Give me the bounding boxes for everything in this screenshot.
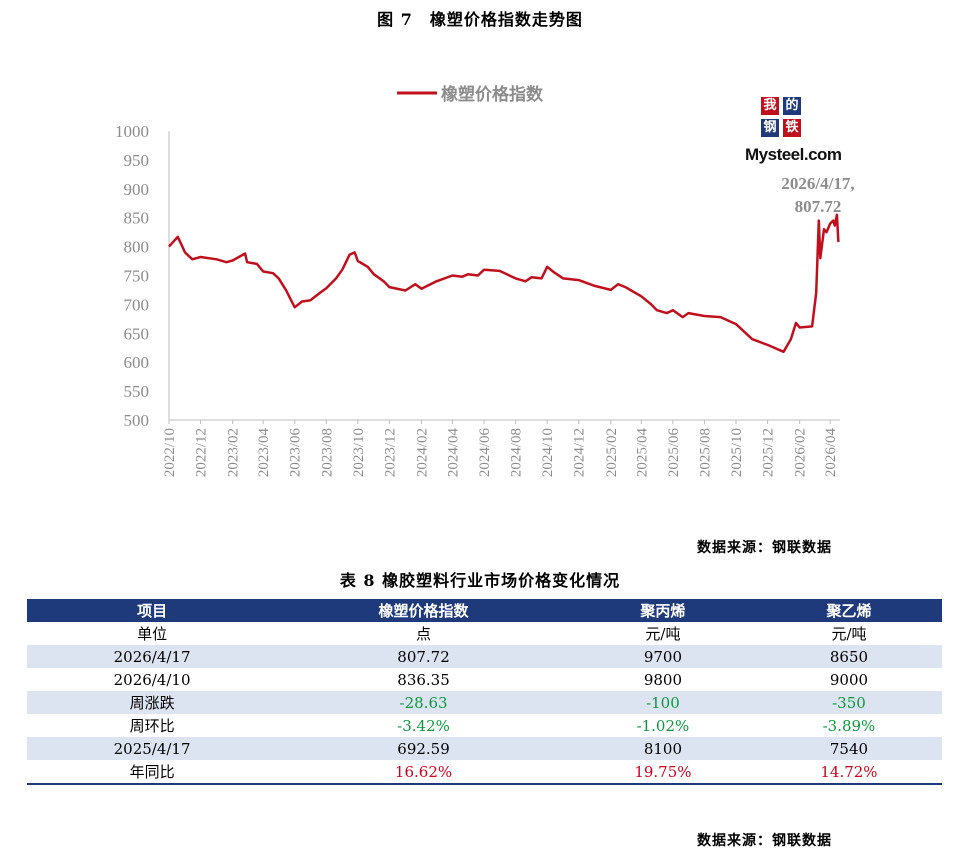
mysteel-logo: 我 的 钢 铁 Mysteel.com: [745, 95, 855, 170]
x-tick-label: 2022/10: [162, 428, 178, 477]
value-cell: 807.72: [277, 645, 570, 668]
logo-char-1: 我: [761, 97, 779, 115]
row-label-cell: 2026/4/10: [113, 670, 191, 689]
row-label-cell: 周涨跌: [27, 691, 278, 714]
x-tick-label: 2026/02: [793, 428, 809, 477]
header-pe: 聚乙烯: [755, 599, 942, 622]
value-cell: -28.63: [277, 691, 570, 714]
x-tick-label: 2025/10: [729, 428, 745, 477]
value-cell: 8100: [569, 737, 756, 760]
x-tick-label: 2023/06: [288, 428, 304, 478]
x-tick-label: 2022/12: [194, 428, 210, 477]
annotation-date: 2026/4/17,: [781, 174, 854, 193]
x-tick-label: 2025/12: [761, 428, 777, 477]
row-label-cell: 周环比: [129, 717, 175, 735]
annotation-value: 807.72: [795, 197, 842, 216]
y-tick-label: 500: [124, 411, 150, 430]
y-tick-label: 950: [124, 151, 150, 170]
x-tick-label: 2023/08: [319, 428, 335, 477]
value-cell: -1.02%: [636, 716, 690, 735]
y-tick-label: 800: [124, 238, 150, 257]
logo-wordmark: Mysteel.com: [745, 145, 842, 164]
logo-char-4: 铁: [783, 119, 801, 137]
table-source: 数据来源：钢联数据: [697, 833, 832, 849]
table-row: 周环比 -3.42% -1.02% -3.89%: [27, 714, 942, 737]
x-tick-label: 2025/06: [666, 428, 682, 478]
header-index: 橡塑价格指数: [277, 599, 570, 622]
value-cell: 692.59: [277, 737, 570, 760]
value-cell: 16.62%: [277, 760, 570, 785]
x-tick-label: 2024/04: [446, 428, 462, 478]
x-tick-label: 2024/02: [414, 428, 430, 477]
table-row: 2026/4/10 836.35 9800 9000: [27, 668, 942, 691]
value-cell: 836.35: [397, 670, 450, 689]
value-cell: -3.42%: [397, 716, 450, 735]
y-tick-label: 700: [124, 295, 150, 314]
logo-char-3: 钢: [761, 119, 779, 137]
table-row: 2026/4/17 807.72 9700 8650: [27, 645, 942, 668]
value-cell: 9800: [643, 670, 683, 689]
row-label-cell: 年同比: [27, 760, 278, 785]
value-cell: 8650: [755, 645, 942, 668]
value-cell: 9000: [829, 670, 869, 689]
header-pp: 聚丙烯: [569, 599, 756, 622]
x-tick-label: 2025/02: [604, 428, 620, 477]
price-table: 项目 橡塑价格指数 聚丙烯 聚乙烯 单位 点 元/吨 元/吨 2026/4/17 807.…: [27, 599, 942, 785]
series-line-rubber-plastic-index: [168, 213, 840, 354]
table-row: 单位 点 元/吨 元/吨: [27, 622, 942, 645]
header-item: 项目: [27, 599, 278, 622]
table-row: 年同比 16.62% 19.75% 14.72%: [27, 760, 942, 785]
row-label-cell: 2026/4/17: [27, 645, 278, 668]
value-cell: 14.72%: [755, 760, 942, 785]
value-cell: -100: [569, 691, 756, 714]
x-tick-label: 2025/08: [697, 428, 713, 477]
table-title: 表 8 橡胶塑料行业市场价格变化情况: [339, 571, 621, 590]
x-tick-label: 2024/08: [509, 428, 525, 477]
y-tick-label: 850: [124, 209, 150, 228]
value-cell: 9700: [569, 645, 756, 668]
value-cell: -3.89%: [822, 716, 876, 735]
x-tick-label: 2023/04: [256, 428, 272, 478]
value-cell: 点: [416, 625, 432, 643]
x-tick-label: 2026/04: [823, 428, 839, 478]
y-tick-label: 1000: [115, 122, 149, 141]
table-row: 2025/4/17 692.59 8100 7540: [27, 737, 942, 760]
x-tick-label: 2024/10: [540, 428, 556, 477]
y-tick-label: 750: [124, 267, 150, 286]
value-cell: 元/吨: [645, 625, 681, 643]
x-tick-label: 2023/12: [382, 428, 398, 477]
y-tick-label: 550: [124, 382, 150, 401]
legend-label: 橡塑价格指数: [441, 84, 544, 105]
table-row: 周涨跌 -28.63 -100 -350: [27, 691, 942, 714]
value-cell: 7540: [755, 737, 942, 760]
y-tick-label: 900: [124, 180, 150, 199]
logo-char-2: 的: [783, 97, 801, 115]
figure-title: 图 7 橡塑价格指数走势图: [377, 10, 583, 29]
value-cell: 元/吨: [831, 625, 867, 643]
x-tick-label: 2024/06: [477, 428, 493, 478]
line-chart: 500 550 600 650 700 750 800 850 900 950 1000 2022/1…: [115, 84, 855, 478]
value-cell: -350: [755, 691, 942, 714]
chart-source: 数据来源：钢联数据: [697, 540, 832, 556]
x-tick-label: 2024/12: [572, 428, 588, 477]
y-tick-label: 650: [124, 324, 150, 343]
table-header-row: 项目 橡塑价格指数 聚丙烯 聚乙烯: [27, 599, 942, 622]
row-label-cell: 单位: [137, 625, 168, 643]
x-tick-label: 2023/10: [351, 428, 367, 477]
value-cell: 19.75%: [569, 760, 756, 785]
x-tick-label: 2025/04: [634, 428, 650, 478]
y-tick-label: 600: [124, 353, 150, 372]
x-tick-label: 2023/02: [226, 428, 242, 477]
row-label-cell: 2025/4/17: [27, 737, 278, 760]
